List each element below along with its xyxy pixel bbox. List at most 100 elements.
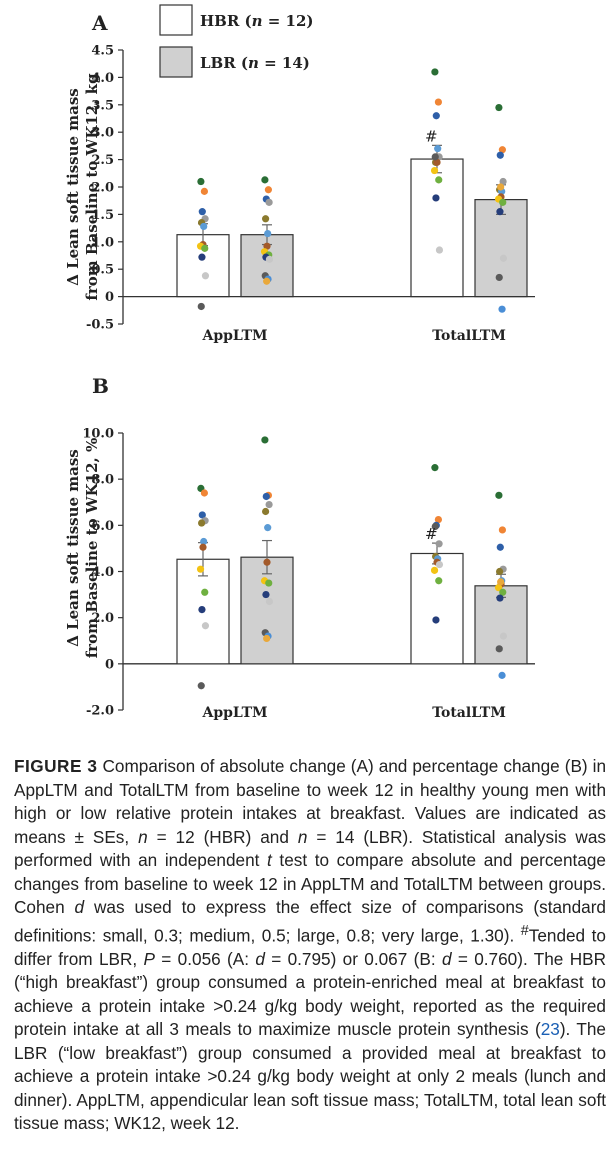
x-category-label: TotalLTM xyxy=(432,705,506,721)
x-category-label: TotalLTM xyxy=(432,328,506,344)
y-tick-label: 0 xyxy=(105,290,114,305)
data-point xyxy=(262,492,270,501)
y-axis-label-line: from Baseline to WK12, % xyxy=(83,438,101,659)
figure-caption: FIGURE 3 Comparison of absolute change (… xyxy=(14,755,606,1136)
data-point xyxy=(497,183,505,191)
legend-lbr-label: LBR (n = 14) xyxy=(200,54,310,72)
data-point xyxy=(197,682,205,690)
caption-text-8: = 0.795) or 0.067 (B: xyxy=(264,948,442,969)
data-point xyxy=(496,208,504,216)
data-point xyxy=(430,166,439,175)
caption-text-2: = 12 (HBR) and xyxy=(147,826,298,847)
data-point xyxy=(435,540,443,548)
y-tick-label: -0.5 xyxy=(86,318,114,333)
y-tick-label: 0.5 xyxy=(91,263,114,278)
y-tick-label: 1.0 xyxy=(91,235,114,250)
data-point xyxy=(499,632,508,640)
caption-text-5: was used to express the effect size of c… xyxy=(14,897,606,946)
y-tick-label: 3.0 xyxy=(91,126,114,141)
y-axis-label-line: Δ Lean soft tissue mass xyxy=(64,449,82,647)
y-axis-label-line: from Baseline to WK12, kg xyxy=(83,73,101,301)
y-axis-label: Δ Lean soft tissue massfrom Baseline to … xyxy=(64,73,101,301)
data-point xyxy=(496,594,504,602)
data-point xyxy=(261,436,269,444)
caption-text-6: Tended to differ from LBR, xyxy=(14,925,606,969)
y-tick-label: 4.0 xyxy=(91,565,114,580)
y-tick-label: 8.0 xyxy=(91,473,114,488)
data-point xyxy=(434,145,442,153)
data-point xyxy=(265,597,274,606)
data-point xyxy=(201,588,209,596)
data-point xyxy=(432,112,440,120)
data-point xyxy=(495,645,503,653)
data-point xyxy=(197,177,205,186)
figure-3-chart: A HBR (n = 12) LBR (n = 14) -0.5 0 0.5 1.0 1… xyxy=(64,4,535,721)
data-point xyxy=(434,98,442,106)
data-point xyxy=(432,616,440,624)
caption-text-3: = 14 (LBR). Statistical analysis was per… xyxy=(14,826,606,871)
data-point xyxy=(431,153,439,161)
data-point xyxy=(496,543,504,551)
data-point xyxy=(495,273,503,282)
y-axis-label-line: Δ Lean soft tissue mass xyxy=(64,88,82,286)
caption-d3: d xyxy=(441,948,452,969)
caption-n2: n xyxy=(297,826,308,847)
data-point xyxy=(262,590,270,599)
data-point xyxy=(499,588,507,596)
y-tick-label: 2.0 xyxy=(91,611,114,626)
panel-a-letter: A xyxy=(91,11,108,35)
data-point xyxy=(201,272,210,280)
x-category-label: AppLTM xyxy=(201,328,267,344)
caption-text-9: = 0.760). The HBR (“high breakfast”) gro… xyxy=(14,948,606,1040)
y-tick-label: 0 xyxy=(105,657,114,672)
reference-23-link[interactable]: 23 xyxy=(540,1019,560,1040)
caption-text-4: test to compare absolute and percentage … xyxy=(14,850,606,917)
data-point xyxy=(435,246,444,254)
data-point xyxy=(264,524,272,532)
y-tick-label: -2.0 xyxy=(86,704,114,719)
data-point xyxy=(265,198,273,206)
legend-hbr-swatch xyxy=(159,4,193,36)
legend-hbr-label: HBR (n = 12) xyxy=(200,12,314,30)
y-tick-label: 2.5 xyxy=(91,153,114,168)
data-point xyxy=(263,634,271,643)
data-point xyxy=(432,194,440,202)
data-point xyxy=(431,68,439,76)
data-point xyxy=(497,578,505,586)
data-point xyxy=(435,176,443,184)
caption-hash: # xyxy=(520,922,529,939)
data-point xyxy=(435,560,444,569)
data-point xyxy=(198,208,206,216)
data-point xyxy=(498,305,506,313)
data-point xyxy=(264,229,272,238)
data-point xyxy=(200,489,208,497)
data-point xyxy=(197,302,205,311)
significance-annotation: # xyxy=(425,127,438,145)
y-tick-label: 4.5 xyxy=(91,44,114,59)
data-point xyxy=(496,151,504,159)
data-point xyxy=(263,558,271,566)
data-point xyxy=(201,244,209,252)
bar xyxy=(240,234,294,298)
data-point xyxy=(499,177,507,186)
data-point xyxy=(434,515,442,524)
data-point xyxy=(198,605,206,614)
data-point xyxy=(200,187,208,195)
bar xyxy=(240,556,294,665)
data-point xyxy=(265,579,273,587)
data-point xyxy=(262,507,270,516)
y-tick-label: 10.0 xyxy=(82,427,114,442)
data-point xyxy=(431,522,439,531)
legend-lbr-swatch xyxy=(159,46,193,78)
y-tick-label: 6.0 xyxy=(91,519,114,534)
significance-annotation: # xyxy=(425,525,438,543)
data-point xyxy=(196,565,205,573)
caption-n1: n xyxy=(138,826,148,847)
data-point xyxy=(265,255,274,263)
caption-d2: d xyxy=(255,948,265,969)
data-point xyxy=(201,622,210,630)
caption-p: P xyxy=(143,948,155,969)
data-point xyxy=(496,567,504,576)
y-tick-label: 3.5 xyxy=(91,98,114,113)
data-point xyxy=(495,103,503,112)
